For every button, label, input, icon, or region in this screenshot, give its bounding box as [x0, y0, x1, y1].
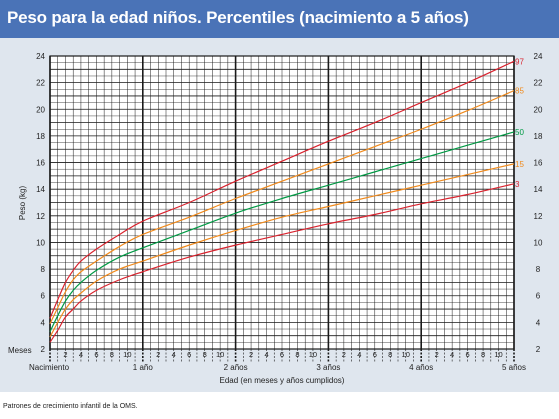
percentile-50-label: 50 — [515, 128, 524, 137]
y-tick-label: 8 — [41, 265, 46, 274]
percentile-97-curve — [49, 60, 515, 319]
month-tick-label: 2 — [342, 350, 346, 359]
y-tick-label: 20 — [36, 105, 45, 114]
percentile-labels: 97 85 50 15 3 — [515, 57, 524, 189]
y-tick-label: 12 — [534, 212, 543, 221]
percentile-15-curve — [49, 163, 515, 338]
month-tick-label: 4 — [357, 350, 361, 359]
y-tick-label: 22 — [36, 79, 45, 88]
y-tick-label: 16 — [534, 159, 543, 168]
percentile-curves — [49, 60, 515, 343]
plot-border — [49, 55, 515, 350]
month-tick-label: 6 — [466, 350, 470, 359]
month-tick-label: 8 — [203, 350, 207, 359]
y-tick-label: 14 — [36, 185, 45, 194]
percentile-3-label: 3 — [515, 180, 520, 189]
y-tick-label: 10 — [534, 238, 543, 247]
month-tick-label: 4 — [450, 350, 454, 359]
percentile-85-label: 85 — [515, 87, 524, 96]
month-tick-label: 4 — [172, 350, 176, 359]
year-label: Nacimiento — [29, 363, 70, 372]
y-tick-label: 18 — [534, 132, 543, 141]
year-label: 1 año — [133, 363, 154, 372]
percentile-50-curve — [49, 131, 515, 332]
y-tick-label: 4 — [41, 318, 46, 327]
source-footnote: Patrones de crecimiento infantil de la O… — [3, 403, 138, 410]
percentile-3-curve — [49, 183, 515, 343]
y-axis-title: Peso (kg) — [18, 186, 27, 221]
percentile-15-label: 15 — [515, 160, 524, 169]
month-tick-label: 2 — [249, 350, 253, 359]
month-tick-label: 8 — [481, 350, 485, 359]
y-tick-label: 6 — [536, 292, 541, 301]
month-tick-label: 8 — [388, 350, 392, 359]
month-tick-label: 6 — [94, 350, 98, 359]
percentile-97-label: 97 — [515, 57, 524, 66]
y-tick-label: 8 — [536, 265, 541, 274]
month-tick-label: 4 — [264, 350, 268, 359]
x-axis-month-tick-labels: 2 4 6 8 10 2 4 6 8 10 2 4 6 8 10 2 4 6 8 10 2 4 6 8 10 — [63, 350, 502, 359]
y-tick-label: 18 — [36, 132, 45, 141]
month-tick-label: 10 — [123, 350, 131, 359]
percentile-85-curve — [49, 90, 515, 324]
y-tick-label: 10 — [36, 238, 45, 247]
month-tick-label: 10 — [494, 350, 502, 359]
y-tick-label: 22 — [534, 79, 543, 88]
y-tick-label: 6 — [41, 292, 46, 301]
month-tick-label: 6 — [373, 350, 377, 359]
year-label: 2 años — [224, 363, 248, 372]
y-tick-label: 24 — [36, 52, 45, 61]
month-tick-label: 10 — [309, 350, 317, 359]
y-tick-label: 20 — [534, 105, 543, 114]
y-tick-label: 2 — [41, 345, 46, 354]
y-tick-label: 4 — [536, 318, 541, 327]
month-tick-label: 2 — [435, 350, 439, 359]
y-tick-label: 2 — [536, 345, 541, 354]
year-label: 3 años — [316, 363, 340, 372]
title-bar: Peso para la edad niños. Percentiles (na… — [0, 0, 559, 38]
month-tick-label: 6 — [187, 350, 191, 359]
month-tick-label: 4 — [79, 350, 83, 359]
month-tick-label: 2 — [63, 350, 67, 359]
year-label: 5 años — [502, 363, 526, 372]
x-axis-title: Edad (en meses y años cumplidos) — [220, 376, 345, 385]
y-tick-label: 24 — [534, 52, 543, 61]
month-tick-label: 10 — [216, 350, 224, 359]
month-tick-label: 2 — [156, 350, 160, 359]
month-tick-label: 6 — [280, 350, 284, 359]
y-tick-label: 16 — [36, 159, 45, 168]
year-label: 4 años — [409, 363, 433, 372]
chart-title: Peso para la edad niños. Percentiles (na… — [7, 8, 469, 27]
month-tick-label: 8 — [110, 350, 114, 359]
y-tick-label: 12 — [36, 212, 45, 221]
grid — [49, 55, 515, 363]
y-tick-label: 14 — [534, 185, 543, 194]
x-unit-label: Meses — [8, 346, 32, 355]
month-tick-label: 8 — [295, 350, 299, 359]
x-axis-year-labels: Nacimiento 1 año 2 años 3 años 4 años 5 años — [29, 363, 526, 372]
month-tick-label: 10 — [402, 350, 410, 359]
